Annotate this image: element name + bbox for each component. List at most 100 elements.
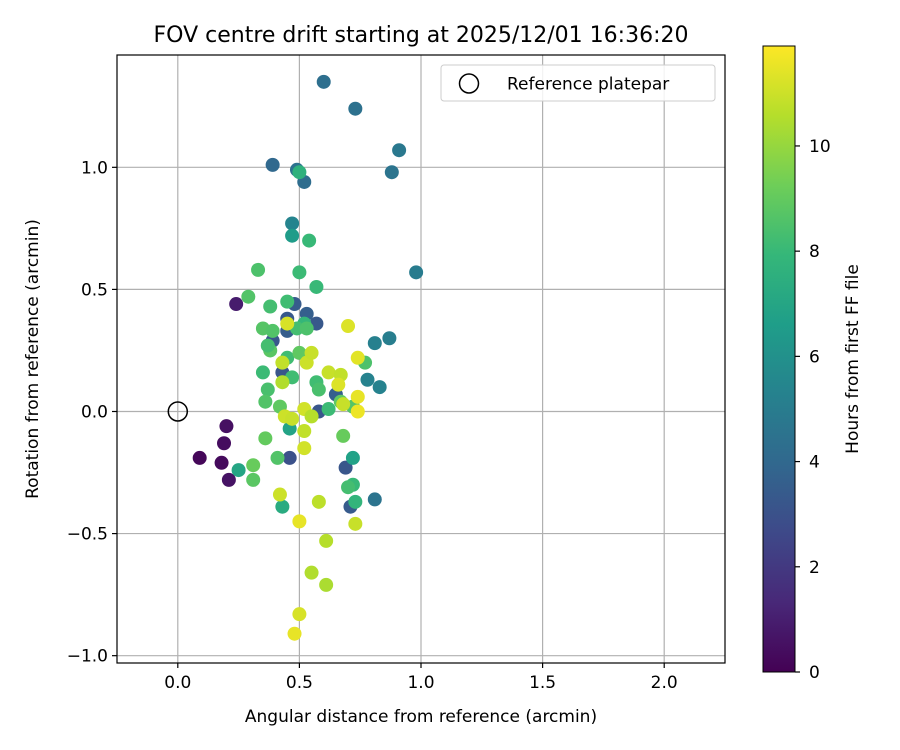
data-point (275, 499, 290, 514)
y-tick-label: 0.0 (81, 402, 108, 422)
data-point (348, 494, 363, 509)
y-axis-label: Rotation from reference (arcmin) (23, 219, 43, 499)
data-point (321, 365, 336, 380)
reference-platepar-marker (167, 401, 189, 422)
data-point (280, 316, 295, 331)
data-point (304, 409, 319, 424)
data-point (302, 233, 317, 248)
legend-reference-label: Reference platepar (507, 75, 669, 95)
colorbar-tick-label: 4 (809, 453, 820, 473)
data-point (292, 514, 307, 529)
data-point (336, 397, 351, 412)
data-point (231, 463, 246, 478)
data-point (350, 350, 365, 365)
data-points (192, 74, 424, 641)
data-point (338, 460, 353, 475)
data-point (255, 365, 270, 380)
data-point (260, 382, 275, 397)
data-point (336, 428, 351, 443)
data-point (321, 402, 336, 417)
y-tick-label: −1.0 (67, 647, 108, 667)
data-point (272, 487, 287, 502)
data-point (251, 262, 266, 277)
data-point (229, 297, 244, 312)
data-point (341, 480, 356, 495)
data-point (341, 319, 356, 334)
data-point (384, 165, 399, 180)
x-tick-label: 0.5 (286, 673, 313, 693)
data-point (270, 450, 285, 465)
data-point (292, 165, 307, 180)
data-point (409, 265, 424, 280)
x-tick-label: 1.5 (529, 673, 556, 693)
y-tick-label: 1.0 (81, 158, 108, 178)
data-point (345, 450, 360, 465)
data-point (263, 299, 278, 314)
data-point (316, 74, 331, 89)
data-point (311, 382, 326, 397)
data-point (292, 345, 307, 360)
data-point (275, 375, 290, 390)
data-point (299, 321, 314, 336)
data-point (280, 294, 295, 309)
data-point (285, 216, 300, 231)
colorbar (762, 45, 796, 673)
data-point (217, 436, 232, 451)
data-point (304, 345, 319, 360)
data-point (348, 101, 363, 116)
legend-box (440, 64, 716, 102)
data-point (360, 372, 375, 387)
y-tick-label: 0.5 (81, 280, 108, 300)
data-point (192, 450, 207, 465)
data-point (348, 516, 363, 531)
x-axis-ticks: 0.0 0.5 1.0 1.5 2.0 (164, 663, 678, 693)
data-point (260, 338, 275, 353)
data-point (319, 533, 334, 548)
data-point (392, 143, 407, 158)
data-point (265, 157, 280, 172)
y-tick-label: −0.5 (67, 525, 108, 545)
colorbar-tick-label: 6 (809, 347, 820, 367)
data-point (297, 424, 312, 439)
data-point (214, 455, 229, 470)
data-point (292, 265, 307, 280)
data-point (304, 565, 319, 580)
data-point (258, 431, 273, 446)
x-axis-label: Angular distance from reference (arcmin) (245, 707, 597, 727)
data-point (275, 355, 290, 370)
chart-title: FOV centre drift starting at 2025/12/01 … (154, 23, 689, 48)
data-point (372, 380, 387, 395)
y-axis-ticks: −1.0 −0.5 0.0 0.5 1.0 (67, 158, 117, 667)
data-point (282, 450, 297, 465)
legend: Reference platepar (440, 64, 716, 102)
data-point (311, 494, 326, 509)
colorbar-tick-label: 2 (809, 558, 820, 578)
colorbar-tick-label: 10 (809, 137, 831, 157)
data-point (265, 323, 280, 338)
reference-layer (167, 401, 189, 422)
data-point (292, 607, 307, 622)
x-tick-label: 2.0 (651, 673, 678, 693)
data-point (285, 411, 300, 426)
data-point (219, 419, 234, 434)
colorbar-ticks: 0 2 4 6 8 10 (795, 137, 831, 683)
data-point (367, 336, 382, 351)
colorbar-tick-label: 0 (809, 663, 820, 683)
data-point (258, 394, 273, 409)
data-point (246, 458, 261, 473)
data-point (319, 577, 334, 592)
data-point (309, 279, 324, 294)
data-point (382, 331, 397, 346)
data-point (367, 492, 382, 507)
colorbar-tick-label: 8 (809, 242, 820, 262)
x-tick-label: 0.0 (164, 673, 191, 693)
data-point (241, 289, 256, 304)
data-point (246, 472, 261, 487)
data-point (285, 228, 300, 243)
data-point (350, 389, 365, 404)
legend-reference-marker (458, 73, 480, 94)
data-point (297, 441, 312, 456)
grid (117, 55, 725, 663)
data-point (287, 626, 302, 641)
